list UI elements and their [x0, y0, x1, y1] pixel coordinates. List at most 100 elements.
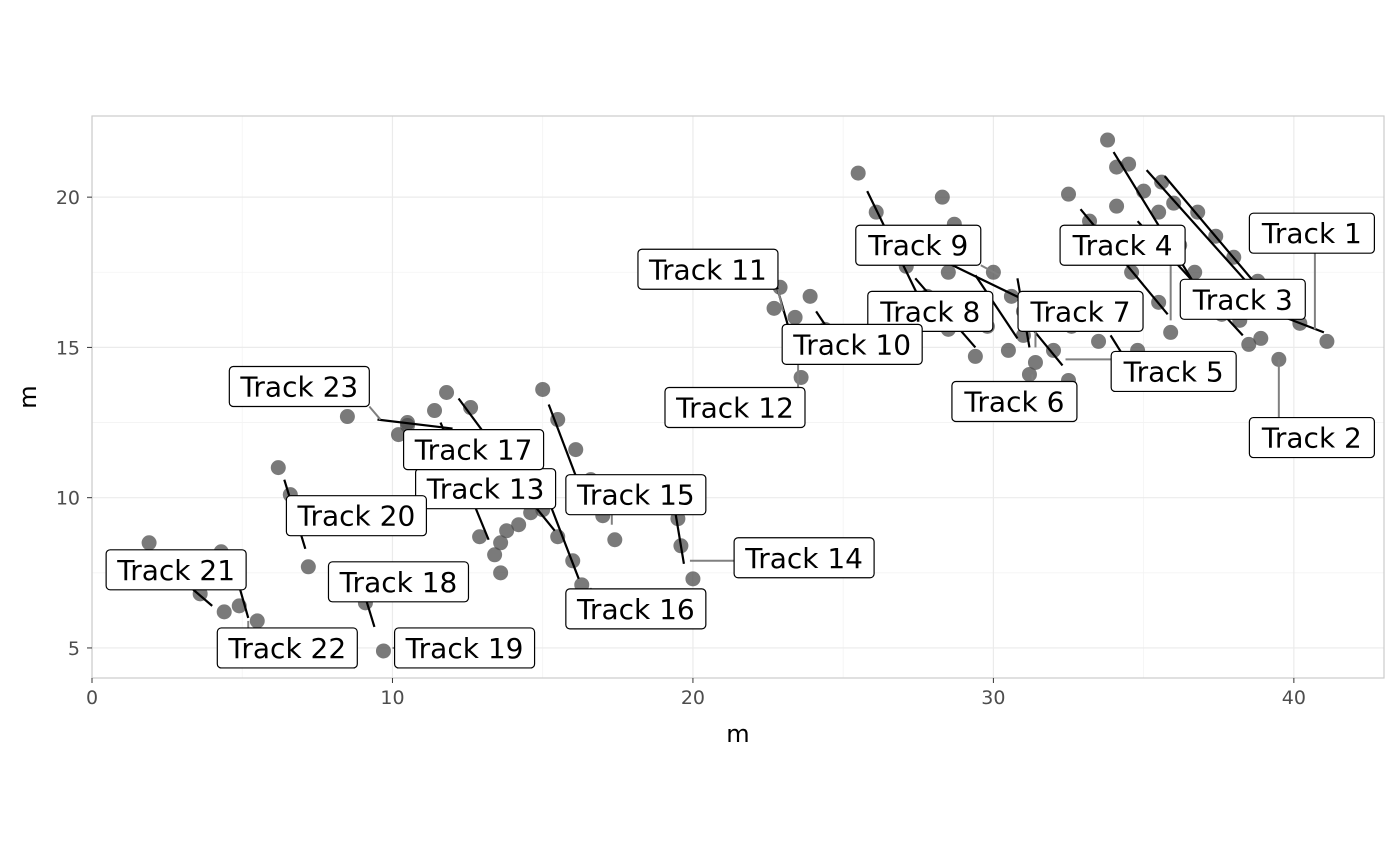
y-tick-label: 15 — [56, 337, 80, 359]
data-point — [216, 604, 232, 620]
data-point — [1190, 204, 1206, 220]
track-label: Track 23 — [239, 370, 358, 403]
data-point — [511, 517, 527, 533]
track-label: Track 8 — [879, 295, 980, 328]
track-label: Track 21 — [116, 554, 235, 587]
track-label: Track 22 — [227, 632, 346, 665]
y-tick-label: 20 — [56, 187, 80, 209]
data-point — [787, 309, 803, 325]
data-point — [339, 409, 355, 425]
track-label-box — [565, 474, 707, 516]
x-tick-label: 30 — [981, 687, 1005, 709]
track-segment — [377, 418, 453, 430]
x-tick-label: 0 — [86, 687, 98, 709]
data-point — [685, 571, 701, 587]
track-label: Track 5 — [1123, 355, 1224, 388]
data-point — [1187, 264, 1203, 280]
track-label: Track 6 — [963, 386, 1064, 419]
data-point — [793, 369, 809, 385]
track-label: Track 12 — [675, 392, 794, 425]
data-point — [249, 613, 265, 629]
track-label: Track 4 — [1072, 229, 1173, 262]
data-point — [141, 535, 157, 551]
track-label: Track 10 — [792, 328, 911, 361]
y-axis-title: m — [14, 385, 42, 408]
track-label-box — [1059, 224, 1186, 266]
track-label-box — [1017, 290, 1144, 332]
track-segment — [547, 500, 580, 580]
track-label-box — [1248, 416, 1375, 459]
track-label-box — [565, 588, 707, 630]
data-point — [499, 523, 515, 539]
data-point — [1319, 333, 1335, 349]
track-label: Track 19 — [405, 632, 524, 665]
track-segment — [673, 509, 686, 564]
track-label-box — [1248, 212, 1375, 254]
track-segment — [974, 274, 1019, 340]
track-segment — [1145, 169, 1250, 286]
leader-line — [368, 405, 382, 421]
data-point — [1121, 156, 1137, 172]
track-label-box — [637, 248, 779, 290]
track-label: Track 15 — [576, 479, 695, 512]
track-label-box — [327, 561, 470, 603]
data-point — [300, 559, 316, 575]
data-point — [1061, 186, 1077, 202]
data-point — [967, 348, 983, 364]
track-label: Track 11 — [648, 253, 767, 286]
data-point — [1151, 204, 1167, 220]
track-label: Track 1 — [1261, 217, 1362, 250]
track-label-box — [733, 537, 875, 579]
data-point — [1163, 324, 1179, 340]
panel-border — [91, 115, 1385, 679]
data-point — [493, 535, 509, 551]
y-tick-label: 5 — [68, 638, 80, 660]
track-label: Track 13 — [426, 473, 545, 506]
x-tick-label: 20 — [681, 687, 705, 709]
track-label-box — [402, 428, 545, 471]
data-point — [802, 288, 818, 304]
track-label-box — [105, 549, 247, 591]
track-label-box — [393, 627, 536, 669]
data-point — [850, 165, 866, 181]
data-point — [487, 547, 503, 563]
data-point — [1241, 336, 1257, 352]
data-point — [1166, 195, 1182, 211]
x-axis-ticks: 0 10 20 30 40 — [86, 678, 1306, 709]
track-label-box — [781, 323, 923, 366]
data-point — [1253, 330, 1269, 346]
data-point — [1045, 342, 1061, 358]
track-label: Track 17 — [414, 434, 533, 467]
data-point — [1091, 333, 1107, 349]
track-label-box — [664, 386, 806, 429]
data-point — [427, 403, 443, 419]
track-label-box — [951, 380, 1078, 423]
data-point — [472, 529, 488, 545]
data-point — [493, 565, 509, 581]
data-point — [1109, 198, 1125, 214]
x-axis-title: m — [726, 720, 749, 748]
track-label: Track 20 — [297, 500, 416, 533]
y-tick-label: 10 — [56, 488, 80, 510]
track-label-box — [855, 224, 982, 266]
track-label: Track 3 — [1192, 283, 1293, 316]
data-point — [1000, 342, 1016, 358]
track-label-box — [228, 365, 370, 408]
track-label: Track 9 — [867, 229, 968, 262]
label-leader-lines — [247, 253, 1316, 649]
track-label-box — [867, 290, 994, 332]
track-label-box — [1179, 278, 1306, 320]
track-label: Track 7 — [1030, 295, 1131, 328]
x-tick-label: 10 — [380, 687, 404, 709]
track-label-box — [1110, 350, 1237, 393]
track-labels: Track 1 Track 2 Track 3 Track 4 Track 5 Track… — [105, 212, 1375, 669]
track-label: Track 16 — [576, 593, 695, 626]
y-axis-ticks: 5 10 15 20 — [56, 187, 92, 660]
data-point — [270, 460, 286, 476]
track-label-box — [216, 627, 358, 669]
data-point — [439, 384, 455, 400]
data-point — [940, 264, 956, 280]
track-label: Track 14 — [744, 542, 863, 575]
x-tick-label: 40 — [1282, 687, 1306, 709]
